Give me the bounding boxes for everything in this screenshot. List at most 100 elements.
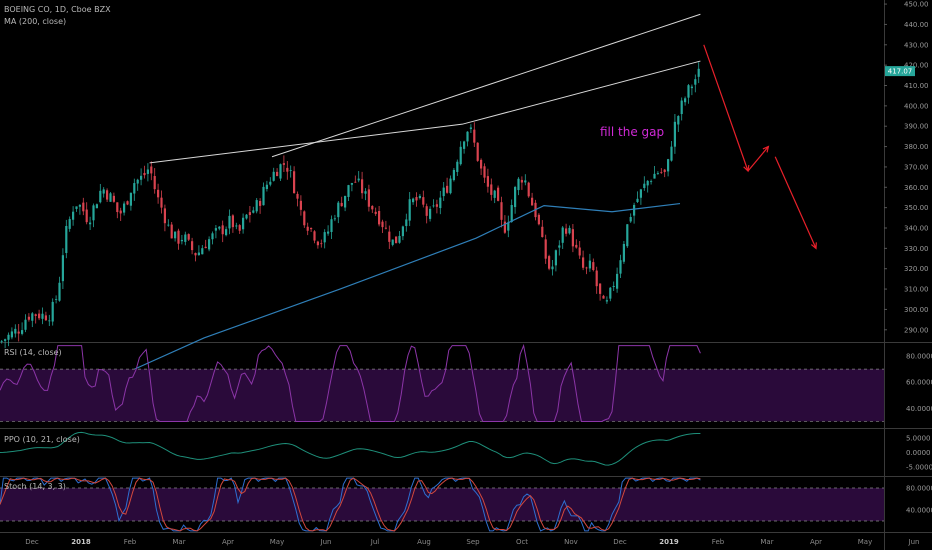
candle-body [582,257,585,268]
x-tick-label: Feb [124,538,137,546]
candle-body [340,202,343,207]
x-tick-label: Mar [172,538,185,546]
price-tick-label: 450.00 [904,1,929,9]
candle-body [544,239,547,259]
candle-body [619,260,622,274]
candle-body [551,266,554,270]
candle-body [629,217,632,222]
candle-body [446,185,449,193]
ppo-legend[interactable]: PPO (10, 21, close) [4,435,80,444]
candle-body [361,179,364,194]
candle-body [126,201,129,205]
x-tick-label: Jun [908,538,920,546]
candle-body [51,301,54,322]
candle-body [259,200,262,206]
candle-body [44,315,47,321]
x-tick-label: Jul [370,538,380,546]
candle-body [140,175,143,180]
candle-body [452,169,455,181]
candle-body [643,183,646,189]
candle-body [146,169,149,174]
candle-body [473,129,476,143]
price-tick-label: 320.00 [904,265,929,273]
candle-body [89,222,92,225]
candle-body [214,228,217,231]
candle-body [310,228,313,230]
stoch-tick-label: 40.0000 [906,507,932,515]
rsi-line [0,343,701,422]
candle-body [289,170,292,171]
candle-body [72,211,75,220]
candle-body [493,190,496,198]
candle-body [187,234,190,240]
candle-body [85,209,88,223]
candle-body [381,221,384,228]
candle-body [378,211,381,225]
candle-body [412,198,415,203]
candle-body [7,334,10,340]
stoch-legend[interactable]: Stoch (14, 3, 3) [4,482,66,491]
last-price-tag [885,66,915,77]
candle-body [95,204,98,209]
candle-body [439,197,442,209]
candle-body [622,243,625,262]
candle-body [609,287,612,299]
candle-body [497,187,500,201]
candle-body [429,208,432,219]
candle-body [626,224,629,247]
candle-body [357,178,360,181]
candle-body [225,229,228,236]
candle-body [578,247,581,256]
candle-body [313,231,316,241]
candle-body [221,225,224,235]
candle-body [602,295,605,299]
price-tick-label: 330.00 [904,245,929,253]
candle-body [65,225,68,253]
candle-body [354,181,357,183]
x-tick-label: Mar [760,538,773,546]
candle-body [282,163,285,165]
candle-body [585,267,588,269]
candle-body [388,231,391,242]
candle-body [228,215,231,229]
candle-body [327,231,330,234]
candle-body [102,189,105,194]
ppo-tick-label: 5.0000 [906,434,931,442]
ma-legend[interactable]: MA (200, close) [4,17,67,26]
rsi-legend[interactable]: RSI (14, close) [4,348,62,357]
projection-arrow-head [762,145,770,153]
candle-body [415,197,418,201]
candle-body [133,183,136,194]
candle-body [119,210,122,214]
candle-body [510,204,513,223]
candle-body [4,339,7,341]
symbol-legend[interactable]: BOEING CO, 1D, Cboe BZX [4,5,111,14]
candle-body [507,222,510,231]
price-tick-label: 310.00 [904,286,929,294]
candle-body [323,232,326,243]
candle-body [503,221,506,233]
candle-body [384,227,387,229]
candle-body [568,227,571,234]
trendline [149,60,701,164]
candle-body [571,229,574,247]
ma-200-line [67,202,681,400]
candle-body [670,146,673,161]
candle-body [82,202,85,212]
candle-body [55,299,58,300]
stoch-tick-label: 80.0000 [906,485,932,493]
x-tick-label: Dec [613,538,627,546]
candle-body [514,187,517,208]
candle-body [248,212,251,215]
candle-body [527,182,530,197]
candle-body [667,159,670,172]
candle-body [524,180,527,183]
candle-body [401,226,404,237]
candle-body [541,226,544,238]
ppo-tick-label: -5.0000 [906,464,932,472]
candle-body [242,217,245,230]
candle-body [588,260,591,269]
ppo-line [0,431,701,466]
candle-body [333,218,336,220]
